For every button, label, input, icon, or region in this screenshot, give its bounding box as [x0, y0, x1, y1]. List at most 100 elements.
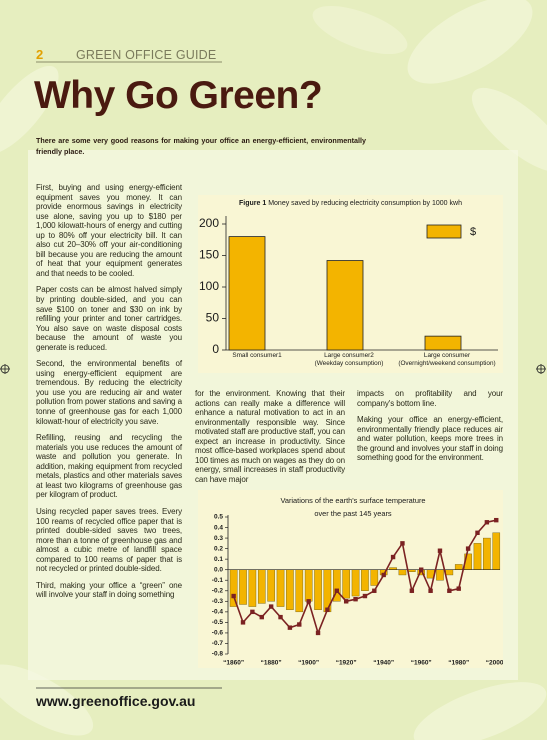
line-marker [278, 614, 283, 620]
line-marker [268, 604, 274, 609]
x-tick-label: Large consumer2 (Weekday consumption) [314, 352, 384, 367]
x-tick-label: “1940” [373, 660, 394, 667]
line-marker [250, 609, 255, 615]
bar [304, 569, 313, 602]
line-marker [362, 593, 368, 599]
bar [361, 569, 369, 591]
y-tick-label: 0.3 [214, 535, 223, 542]
bar [286, 569, 294, 610]
registration-mark [0, 364, 546, 374]
column-1: First, buying and using energy-efficient… [36, 183, 182, 607]
line-marker [325, 607, 330, 612]
bar [492, 532, 501, 570]
bar [248, 569, 257, 607]
bar [267, 569, 275, 602]
line-marker [447, 588, 452, 593]
line-marker [465, 546, 471, 551]
paragraph: Third, making your office a “green” one … [36, 580, 182, 600]
y-tick-label: -0.8 [212, 651, 224, 658]
paragraph: for the environment. Knowing that their … [195, 389, 345, 484]
y-tick-label: 0.1 [214, 556, 223, 563]
line-marker [334, 588, 339, 593]
intro: There are some very good reasons for mak… [36, 136, 366, 156]
line-marker [475, 530, 480, 536]
paragraph: Using recycled paper saves trees. Every … [36, 506, 182, 574]
bar [239, 569, 247, 605]
paragraph: Making your office an energy-efficient, … [357, 415, 503, 463]
footer-url: www.greenoffice.gov.au [36, 693, 196, 709]
legend-label: $ [470, 226, 476, 238]
chart-title: Variations of the earth's surface temper… [280, 496, 426, 518]
bar [445, 569, 454, 576]
y-tick-label: 0.5 [214, 514, 223, 521]
bar [351, 569, 360, 597]
bar [370, 569, 379, 586]
column-2: for the environment. Knowing that their … [195, 389, 345, 491]
bar [398, 569, 407, 576]
section-title: GREEN OFFICE GUIDE [76, 48, 217, 62]
line-marker [456, 586, 461, 591]
bar [295, 569, 304, 613]
bar [314, 569, 322, 610]
bar [473, 543, 482, 570]
background-leaf [0, 664, 94, 736]
bar [342, 569, 350, 599]
y-tick-label: 0 [212, 342, 219, 356]
x-tick-label: “1960” [411, 660, 432, 667]
line-marker [428, 588, 433, 593]
y-tick-label: 50 [206, 311, 220, 325]
line-marker [372, 588, 377, 593]
x-tick-label: “1920” [336, 660, 357, 667]
chart-title-block: Figure 1 Money saved by reducing electri… [198, 200, 503, 207]
x-tick-label: Large consumer (Overnight/weekend consum… [398, 352, 496, 367]
chart-title: Money saved by reducing electricity cons… [268, 200, 462, 207]
bar [228, 236, 266, 351]
legend-swatch [426, 224, 462, 239]
y-tick-label: -0.4 [212, 609, 224, 616]
line-marker [437, 548, 443, 553]
page-title: Why Go Green? [34, 74, 323, 117]
line-marker [409, 588, 415, 593]
line-marker [315, 630, 321, 636]
paragraph: First, buying and using energy-efficient… [36, 183, 182, 278]
bar [454, 564, 463, 570]
line-marker [353, 597, 358, 602]
line-marker [400, 541, 405, 546]
bar [326, 260, 364, 351]
x-tick-label: “1880” [261, 660, 282, 667]
bar [436, 569, 444, 581]
figure-2: 0.5 0.4 0.3 0.2 0.1 0.0 -0.1 -0.2 -0.3 -0.4 -0.5 -0… [198, 490, 503, 668]
background-leaf [407, 0, 533, 84]
y-tick-label: -0.3 [212, 598, 224, 605]
paragraph: Second, the environmental benefits of us… [36, 359, 182, 426]
paragraph: Paper costs can be almost halved simply … [36, 285, 182, 352]
bar [276, 569, 285, 607]
bar [483, 537, 491, 570]
background-leaf [0, 65, 59, 155]
figure-label: Figure 1 [239, 200, 267, 207]
line-marker [419, 567, 424, 572]
background-leaf [413, 682, 547, 740]
line-marker [306, 599, 311, 604]
column-3: impacts on profitability and your compan… [357, 389, 503, 470]
line-marker [231, 593, 236, 599]
line-marker [484, 520, 490, 525]
y-tick-label: 0.4 [214, 524, 223, 531]
line-marker [494, 517, 499, 523]
page-number: 2 [36, 47, 44, 62]
bar [424, 335, 462, 351]
line-marker [287, 625, 293, 630]
x-tick-label: “1980” [448, 660, 469, 667]
line-marker [240, 620, 246, 625]
y-tick-label: -0.7 [212, 640, 224, 647]
chart: 0.5 0.4 0.3 0.2 0.1 0.0 -0.1 -0.2 -0.3 -0.4 -0.5 -0… [212, 514, 503, 667]
line-marker [259, 614, 264, 620]
bar [257, 569, 266, 604]
background-leaf [312, 5, 408, 55]
y-tick-label: 100 [199, 279, 219, 293]
y-tick-label: 150 [199, 248, 219, 262]
y-tick-label: -0.6 [212, 630, 224, 637]
paragraph: impacts on profitability and your compan… [357, 389, 503, 408]
y-tick-label: -0.1 [212, 577, 224, 584]
